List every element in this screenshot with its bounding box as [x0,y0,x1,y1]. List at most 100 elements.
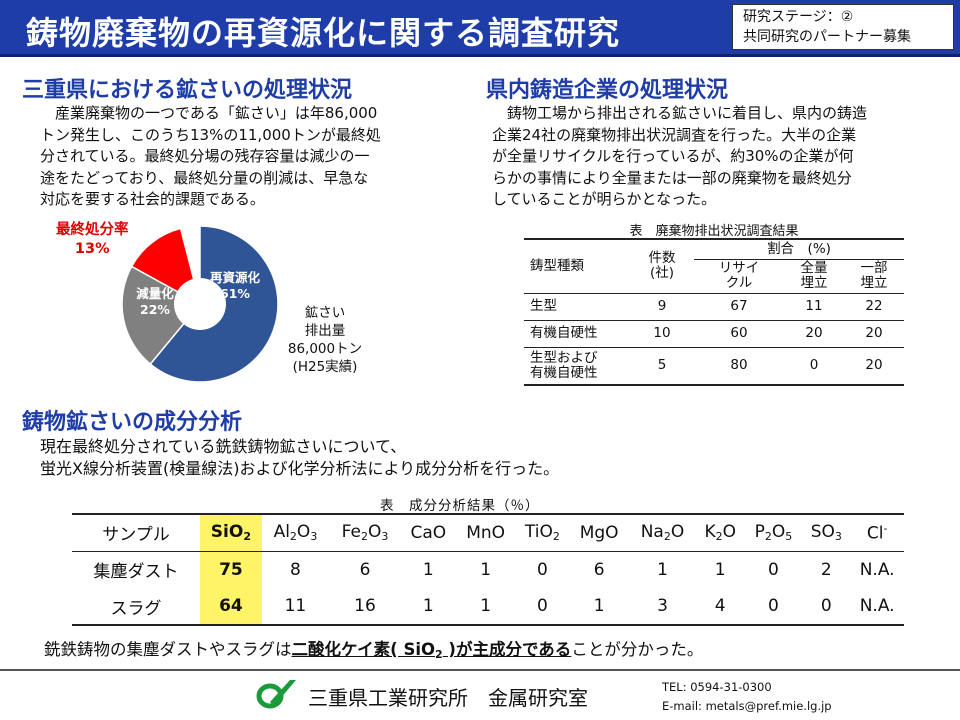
emission-line: 排出量 [304,323,346,339]
pie-slice-1 [121,265,202,366]
header-component: K2O [695,513,745,552]
header-component: SO3 [802,513,851,552]
cell-value: 1 [400,588,456,626]
table-row: 集塵ダスト 75 8 6 1 1 0 6 1 1 0 2 N.A. [72,551,904,588]
pie-label-reduction-name: 減量化 [136,286,174,301]
cell-recycle: 80 [694,346,784,386]
cell-count: 10 [630,319,694,347]
section2-line: 鋳物工場から排出される鉱さいに着目し、県内の鋳造 [492,104,868,122]
section1-line: 分されている。最終処分場の残存容量は減少の一 [40,147,370,165]
section3-paragraph: 現在最終処分されている銑鉄鋳物鉱さいについて、 蛍光X線分析装置(検量線法)およ… [40,436,680,480]
pie-label-recycle-name: 再資源化 [209,270,260,285]
cell-value: 64 [200,588,262,626]
institute-logo-icon [256,680,296,709]
section1-title: 三重県における鉱さいの処理状況 [22,78,353,103]
section3-title: 鋳物鉱さいの成分分析 [22,410,243,435]
section3-line: 蛍光X線分析装置(検量線法)および化学分析法により成分分析を行った。 [40,459,560,478]
section1-paragraph: 産業廃棄物の一つである「鉱さい」は年86,000 トン発生し、このうち13%の1… [40,103,460,211]
header-partial-landfill: 一部 埋立 [860,260,888,291]
header-component: MgO [569,513,629,552]
cell-full: 0 [784,346,844,386]
cell-recycle: 67 [694,292,784,320]
cell-value: 11 [261,588,330,626]
cell-value: 3 [629,588,696,626]
cell-partial: 20 [844,319,904,347]
pie-label-recycle: 再資源化 61% [205,270,265,302]
header-ratio: 割合 (%) [694,238,904,260]
cell-type: 生型および 有機自硬性 [524,346,630,386]
pie-label-final: 最終処分率 13% [56,221,129,259]
cell-value: 1 [569,588,629,626]
table-row: 生型および 有機自硬性 5 80 0 20 [524,346,904,386]
partner-line: 共同研究のパートナー募集 [743,29,911,45]
cell-value: 16 [329,588,401,626]
organization-name: 三重県工業研究所 金属研究室 [308,686,588,710]
conclusion-text: 銑鉄鋳物の集塵ダストやスラグは二酸化ケイ素( SiO2 )が主成分であることが分… [44,636,703,661]
table1-caption: 表 廃棄物排出状況調査結果 [629,224,799,239]
section2-line: が全量リサイクルを行っているが、約30%の企業が何 [492,147,854,165]
section1-line: トン発生し、このうち13%の11,000トンが最終処 [40,125,381,144]
cell-type: 生型 [524,292,630,320]
contact-email: E-mail: metals@pref.mie.lg.jp [662,699,832,713]
header-component: Cl- [850,513,904,552]
pie-hole [174,278,226,330]
section2-line: 企業24社の廃棄物排出状況調査を行った。大半の企業 [492,125,857,144]
section1-line: 対応を要する社会的課題である。 [40,190,265,208]
conclusion-pre: 銑鉄鋳物の集塵ダストやスラグは [44,640,292,659]
cell-value: 1 [480,559,492,580]
cell-value: 0 [515,588,570,626]
header-component: MnO [455,513,516,552]
cell-value: 1 [714,559,726,580]
section2-line: していることが明らかとなった。 [492,190,717,208]
waste-pie-chart [121,225,279,383]
cell-value: 0 [802,588,851,626]
cell-value: N.A. [850,588,904,626]
header-sample: サンプル [72,513,200,552]
contact-info: TEL: 0594-31-0300 E-mail: metals@pref.mi… [662,678,832,716]
emission-line: 86,000トン [287,341,363,357]
cell-sample: 集塵ダスト [93,562,179,583]
conclusion-highlight: 二酸化ケイ素( SiO2 )が主成分である [292,640,572,661]
emission-line: 鉱さい [304,305,346,321]
section1-line: 途をたどっており、最終処分量の削減は、早急な [40,168,369,187]
composition-table: サンプル SiO2 Al2O3 Fe2O3 CaO MnO TiO2 MgO Na2O K2O P… [72,513,904,626]
emission-line: (H25実績) [292,359,358,375]
table-row: 有機自硬性 10 60 20 20 [524,319,904,347]
cell-value: 8 [290,559,301,580]
table2-caption: 表 成分分析結果（％） [380,498,540,514]
conclusion-highlight-sub: 2 [435,648,443,661]
stage-line: 研究ステージ：② [743,9,854,25]
header-count: 件数 (社) [630,238,694,293]
cell-count: 9 [630,292,694,320]
header-component: Al2O3 [261,513,330,552]
header-mold-type: 鋳型種類 [524,238,630,293]
section2-title: 県内鋳造企業の処理状況 [486,78,729,103]
header-component: Fe2O3 [329,513,401,552]
header-full-landfill: 全量 埋立 [800,260,828,291]
cell-full: 20 [784,319,844,347]
cell-value: 6 [359,559,371,580]
header-component: TiO2 [515,513,570,552]
section1-line: 産業廃棄物の一つである「鉱さい」は年86,000 [40,104,378,122]
table-row: スラグ 64 11 16 1 1 0 1 3 4 0 0 N.A. [72,588,904,626]
cell-value: 6 [593,559,605,580]
cell-value: 1 [455,588,516,626]
pie-label-final-value: 13% [74,241,110,257]
footer-divider [0,669,960,671]
header-component: CaO [400,513,456,552]
cell-value: 0 [768,559,779,580]
cell-recycle: 60 [694,319,784,347]
section2-line: らかの事情により全量または一部の廃棄物を最終処分 [492,168,852,187]
pie-label-final-name: 最終処分率 [56,222,129,238]
header-component: Na2O [629,513,696,552]
cell-type: 有機自硬性 [524,319,630,347]
cell-value: 1 [657,559,668,580]
table-row: 生型 9 67 11 22 [524,292,904,320]
header-component: P2O5 [744,513,803,552]
cell-value: 2 [820,559,832,580]
cell-value: 1 [422,559,434,580]
section3-line: 現在最終処分されている銑鉄鋳物鉱さいについて、 [40,437,407,456]
cell-sample: スラグ [72,588,200,626]
cell-value: 0 [744,588,803,626]
emission-note: 鉱さい 排出量 86,000トン (H25実績) [270,304,380,376]
